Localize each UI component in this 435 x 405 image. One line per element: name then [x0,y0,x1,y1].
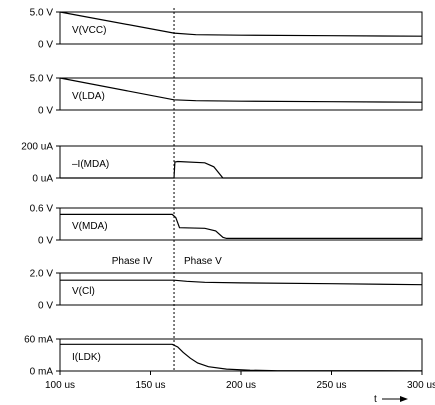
series-line [60,343,423,372]
y-tick-label: 5.0 V [30,74,54,85]
series-line [60,160,422,179]
panel-frame [59,77,423,111]
panel-i-mda: 0 uA 200 uA –I(MDA) [21,142,423,185]
y-tick-label: 5.0 V [30,8,54,19]
y-tick-label: 60 mA [24,335,53,346]
x-tick-label: 200 us [226,380,256,391]
y-tick-label: 0 V [38,40,53,51]
panel-label: V(VCC) [72,25,106,36]
x-axis: 100 us 150 us 200 us 250 us 300 us [45,371,435,391]
x-tick-label: 300 us [407,380,435,391]
y-tick-label: 200 uA [21,142,53,153]
panel-frame [59,145,423,179]
panel-i-ldk: 0 mA 60 mA I(LDK) [24,335,423,378]
series-line [59,11,423,37]
series-line [60,213,422,239]
time-axis-label: t [374,394,377,405]
panel-v-lda: 0 V 5.0 V V(LDA) [30,74,423,117]
panel-frame [59,11,423,45]
phase-iv-label: Phase IV [112,256,153,267]
panel-v-cl: 0 V 2.0 V V(Cl) [30,269,423,312]
panel-label: V(MDA) [72,221,108,232]
panel-v-mda: 0 V 0.6 V V(MDA) [30,204,423,247]
panel-label: I(LDK) [72,352,101,363]
phase-v-label: Phase V [184,256,222,267]
panel-label: –I(MDA) [72,159,109,170]
time-arrow-head [400,396,408,402]
panels: 0 V 5.0 V V(VCC) 0 V 5.0 V V(LDA) 0 uA 200 uA –I… [21,8,423,378]
y-tick-label: 0 V [38,236,53,247]
panel-frame [59,272,423,306]
y-tick-label: 0.6 V [30,204,54,215]
time-arrow-icon [382,396,408,402]
y-tick-label: 2.0 V [30,269,54,280]
y-tick-label: 0 mA [30,367,54,378]
panel-v-vcc: 0 V 5.0 V V(VCC) [30,8,423,51]
y-tick-label: 0 V [38,301,53,312]
series-line [60,279,423,286]
y-tick-label: 0 uA [32,174,53,185]
panel-label: V(LDA) [72,91,105,102]
y-tick-label: 0 V [38,106,53,117]
x-tick-label: 150 us [135,380,165,391]
series-line [59,77,423,103]
panel-label: V(Cl) [72,286,95,297]
x-tick-label: 100 us [45,380,75,391]
panel-frame [59,207,423,241]
x-tick-label: 250 us [316,380,346,391]
